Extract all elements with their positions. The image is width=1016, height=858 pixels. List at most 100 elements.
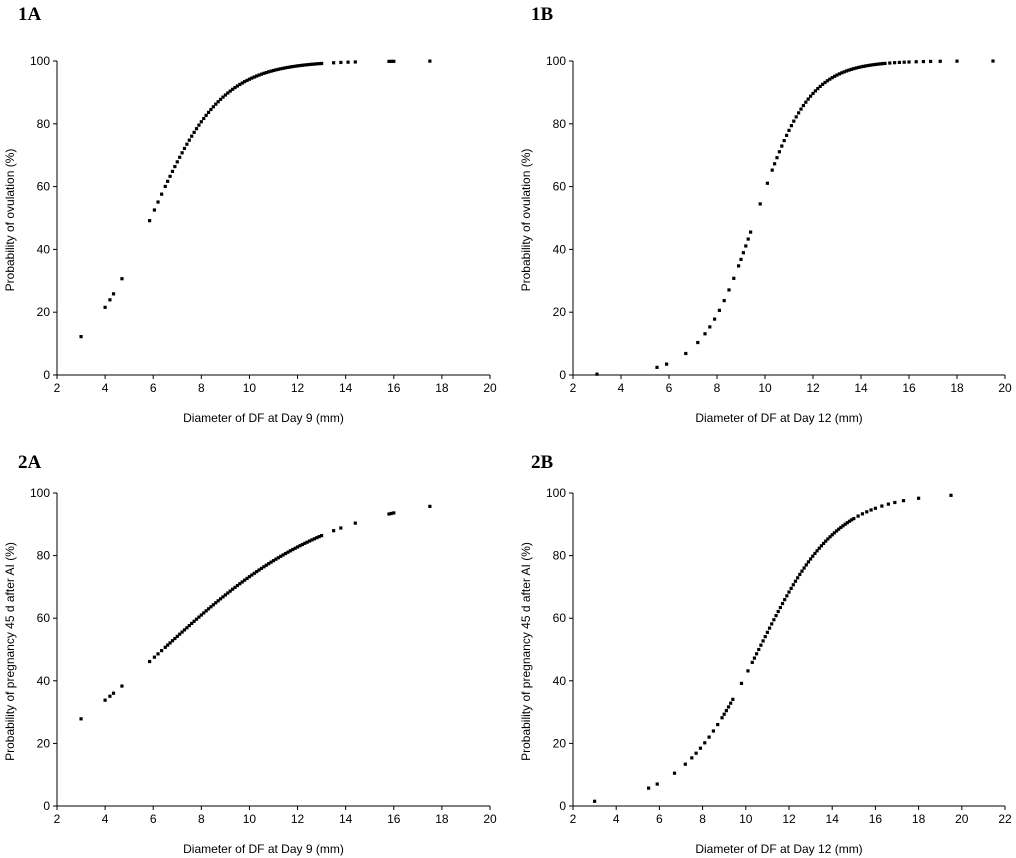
data-point <box>387 59 391 63</box>
data-point <box>690 756 694 760</box>
data-point <box>755 652 759 656</box>
data-point <box>247 575 252 579</box>
x-tick-label: 20 <box>483 812 497 826</box>
x-tick-label: 12 <box>291 381 305 395</box>
data-point <box>247 77 252 81</box>
y-tick-label: 80 <box>553 117 567 131</box>
data-point <box>243 578 247 582</box>
data-point <box>806 560 811 564</box>
data-point <box>780 144 784 148</box>
data-point <box>240 580 244 584</box>
data-point <box>837 72 841 76</box>
data-point <box>713 317 717 321</box>
y-tick-label: 60 <box>553 180 567 194</box>
data-point <box>281 553 285 557</box>
data-point <box>881 62 885 66</box>
data-point <box>694 751 698 755</box>
data-point <box>893 61 897 65</box>
data-point <box>593 799 597 803</box>
data-point <box>111 691 116 695</box>
x-tick-label: 10 <box>739 812 753 826</box>
data-point <box>235 84 240 88</box>
data-point <box>746 237 750 241</box>
data-point <box>852 516 856 521</box>
data-point <box>310 538 314 542</box>
y-tick-label: 100 <box>546 486 566 500</box>
data-point <box>245 78 249 83</box>
data-point <box>156 652 160 656</box>
data-point <box>783 598 787 602</box>
data-point <box>216 100 220 104</box>
data-point <box>120 277 124 281</box>
data-point <box>199 120 203 124</box>
data-point <box>794 115 798 119</box>
data-point <box>223 93 227 97</box>
data-point <box>774 614 778 618</box>
x-tick-label: 2 <box>54 381 61 395</box>
data-point <box>804 100 808 104</box>
data-point <box>187 138 191 142</box>
data-point <box>233 85 237 90</box>
data-point <box>761 639 765 643</box>
data-point <box>209 605 213 609</box>
data-point <box>228 589 232 593</box>
x-tick-label: 14 <box>854 381 868 395</box>
data-point <box>886 502 890 506</box>
data-point <box>228 89 232 93</box>
data-point <box>214 102 218 106</box>
data-point <box>255 74 259 78</box>
data-point <box>271 559 276 563</box>
y-axis-title: Probability of ovulation (%) <box>3 149 17 292</box>
x-tick-label: 18 <box>912 812 926 826</box>
panel-label: 1B <box>531 4 554 25</box>
data-point <box>240 81 244 85</box>
data-point <box>802 566 806 570</box>
data-point <box>731 697 735 701</box>
data-point <box>178 155 182 159</box>
data-point <box>917 496 921 500</box>
data-point <box>259 72 264 76</box>
x-tick-label: 4 <box>613 812 620 826</box>
x-axis-title: Diameter of DF at Day 12 (mm) <box>695 842 862 856</box>
data-point <box>108 298 112 302</box>
data-point <box>428 59 432 63</box>
x-tick-label: 18 <box>435 812 449 826</box>
data-point <box>223 593 227 597</box>
data-point <box>871 63 875 67</box>
data-point <box>257 73 261 77</box>
data-point <box>214 601 218 605</box>
data-point <box>782 139 786 143</box>
data-point <box>173 636 177 641</box>
data-point <box>199 613 203 617</box>
x-tick-label: 20 <box>955 812 969 826</box>
data-point <box>722 299 726 303</box>
data-point <box>865 510 869 514</box>
data-point <box>797 111 801 115</box>
data-point <box>218 597 223 601</box>
data-point <box>291 547 295 552</box>
data-point <box>185 142 189 146</box>
data-point <box>856 514 860 518</box>
data-point <box>732 276 736 280</box>
data-point <box>233 585 237 589</box>
data-point <box>746 669 750 673</box>
data-point <box>873 62 877 67</box>
y-tick-label: 60 <box>553 611 567 625</box>
data-point <box>758 202 762 206</box>
data-point <box>729 701 733 705</box>
data-point <box>255 570 259 574</box>
data-point <box>901 499 906 503</box>
panel-label: 2A <box>18 452 42 473</box>
y-axis-title: Probability of ovulation (%) <box>519 149 533 292</box>
data-point <box>252 75 256 79</box>
data-point <box>893 500 897 505</box>
data-point <box>231 87 235 91</box>
data-point <box>818 84 822 89</box>
data-point <box>170 639 175 643</box>
data-point <box>192 619 196 623</box>
data-point <box>845 521 849 525</box>
data-point <box>252 571 256 575</box>
data-point <box>770 622 774 626</box>
x-tick-label: 6 <box>666 381 673 395</box>
x-tick-label: 4 <box>102 812 109 826</box>
